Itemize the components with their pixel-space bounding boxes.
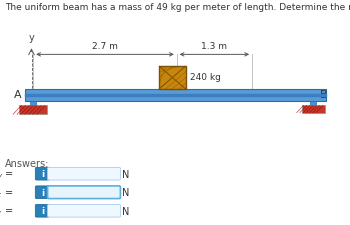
Text: The uniform beam has a mass of 49 kg per meter of length. Determine the reaction: The uniform beam has a mass of 49 kg per…	[5, 3, 350, 12]
Text: A: A	[14, 90, 21, 99]
Text: N: N	[122, 187, 130, 197]
Text: i: i	[41, 206, 44, 215]
Bar	[19, 106, 47, 115]
Bar	[302, 106, 324, 113]
Text: i: i	[41, 169, 44, 178]
FancyBboxPatch shape	[48, 205, 120, 217]
Text: $B_x$ =: $B_x$ =	[0, 185, 13, 199]
FancyBboxPatch shape	[35, 205, 49, 217]
Text: B: B	[320, 90, 328, 99]
FancyBboxPatch shape	[35, 168, 49, 180]
Text: N: N	[122, 169, 130, 179]
Bar	[25, 89, 326, 102]
FancyBboxPatch shape	[48, 168, 120, 180]
Bar	[310, 102, 316, 106]
Text: y: y	[29, 33, 34, 43]
Text: Answers:: Answers:	[5, 159, 50, 169]
Text: i: i	[41, 188, 44, 197]
Bar	[30, 102, 36, 106]
Text: 1.3 m: 1.3 m	[201, 42, 228, 51]
Bar	[159, 67, 186, 90]
FancyBboxPatch shape	[48, 186, 120, 199]
Text: 240 kg: 240 kg	[190, 73, 220, 81]
Text: 2.7 m: 2.7 m	[92, 42, 118, 51]
FancyBboxPatch shape	[35, 186, 49, 199]
Text: $A_y$ =: $A_y$ =	[0, 167, 13, 181]
Text: N: N	[122, 206, 130, 216]
Text: $B_y$ =: $B_y$ =	[0, 204, 13, 218]
